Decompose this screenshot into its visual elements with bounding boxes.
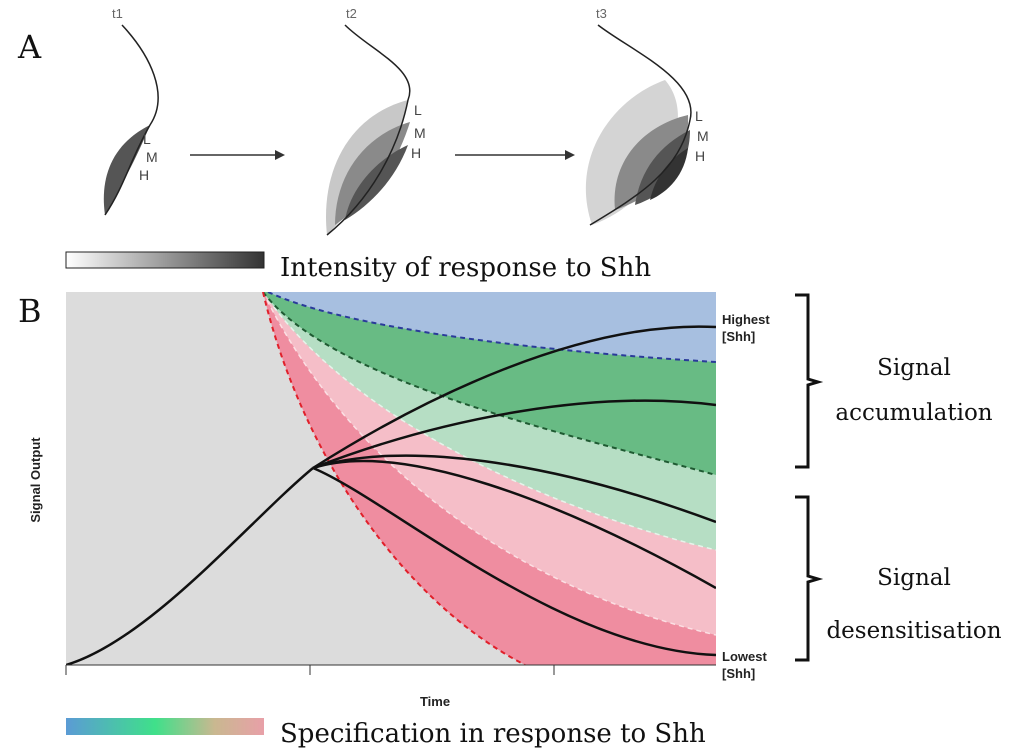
brace <box>795 293 824 469</box>
panel-label: A <box>17 28 42 66</box>
boundary <box>262 292 716 476</box>
group-label: accumulation <box>835 400 992 426</box>
group-label: Signal <box>877 565 951 591</box>
signal-curve <box>312 325 716 470</box>
signal-curve <box>312 466 716 657</box>
group-label: Signal <box>877 355 951 381</box>
time-label: t1 <box>112 6 123 21</box>
level-label: L <box>143 131 151 147</box>
signal-curve <box>66 467 314 665</box>
end-label: [Shh] <box>722 666 755 681</box>
zone <box>268 292 716 362</box>
level-label: L <box>414 102 422 118</box>
legend-text: Intensity of response to Shh <box>280 253 651 283</box>
level-label: H <box>695 148 705 164</box>
boundary <box>262 292 526 665</box>
specification-legend-bar <box>66 718 264 735</box>
end-label: Lowest <box>722 649 767 664</box>
signal-curves <box>66 325 716 665</box>
boundary <box>262 292 716 551</box>
boundary <box>262 292 716 636</box>
time-label: t3 <box>596 6 607 21</box>
level-label: L <box>695 108 703 124</box>
level-label: H <box>411 145 421 161</box>
end-label: Highest <box>722 312 770 327</box>
signal-curve <box>312 459 716 590</box>
arrow-head <box>565 150 575 160</box>
neural-tube <box>326 24 411 236</box>
arrow-head <box>275 150 285 160</box>
panel-label: B <box>18 292 42 330</box>
y-axis-label: Signal Output <box>28 437 43 523</box>
neural-tube <box>589 24 692 226</box>
x-axis-label: Time <box>420 694 450 709</box>
legend-text: Specification in response to Shh <box>280 719 706 749</box>
level-label: H <box>139 167 149 183</box>
embryo-t1: t1 L M H <box>103 6 159 216</box>
signal-curve <box>312 454 716 524</box>
signal-curve <box>312 399 716 470</box>
boundary <box>267 292 716 363</box>
intensity-legend-bar <box>65 251 265 269</box>
level-label: M <box>414 125 426 141</box>
time-label: t2 <box>346 6 357 21</box>
brace <box>795 495 824 662</box>
embryo-t3: t3 L M H <box>585 6 709 226</box>
response-zone <box>650 148 688 200</box>
neural-tube <box>104 24 159 216</box>
end-label: [Shh] <box>722 329 755 344</box>
level-label: M <box>697 128 709 144</box>
level-label: M <box>146 149 158 165</box>
embryo-t2: t2 L M H <box>325 6 426 236</box>
group-label: desensitisation <box>826 618 1001 644</box>
plot-area <box>66 292 716 665</box>
response-zone <box>614 115 689 210</box>
